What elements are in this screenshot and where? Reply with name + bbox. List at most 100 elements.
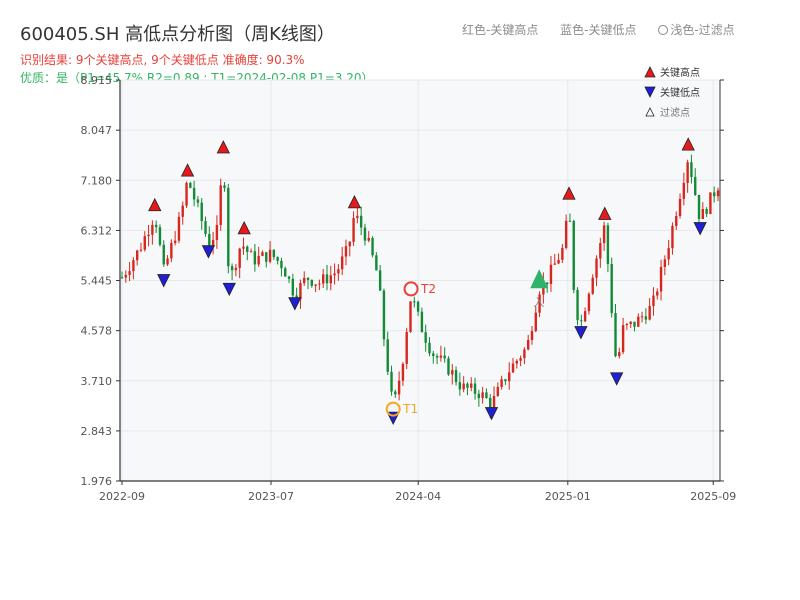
candle-body bbox=[576, 289, 579, 321]
candle-body bbox=[143, 236, 146, 250]
candle-body bbox=[367, 237, 370, 241]
candle-body bbox=[340, 256, 344, 270]
candle-body bbox=[154, 224, 158, 228]
candle-body bbox=[709, 192, 712, 214]
candle-body bbox=[272, 249, 276, 258]
candle-body bbox=[568, 220, 572, 222]
candle-body bbox=[504, 379, 507, 382]
key-high-marker bbox=[237, 221, 251, 235]
x-tick-label: 2025-09 bbox=[690, 490, 736, 503]
candle-body bbox=[564, 220, 568, 248]
candle-body bbox=[508, 372, 511, 382]
candle-body bbox=[291, 278, 295, 296]
candle-body bbox=[652, 295, 655, 307]
candle-body bbox=[500, 379, 503, 388]
candle-body bbox=[621, 325, 625, 353]
marker-circle bbox=[385, 401, 401, 417]
candle-body bbox=[675, 216, 678, 226]
key-low-marker bbox=[157, 274, 171, 288]
candle-body bbox=[325, 274, 329, 284]
y-tick-label: 8.047 bbox=[81, 124, 113, 137]
candle-body bbox=[268, 249, 272, 262]
y-tick-label: 2.843 bbox=[81, 425, 113, 438]
candle-body bbox=[618, 352, 621, 357]
key-low-marker bbox=[693, 222, 707, 236]
buy-point-label: 入 bbox=[533, 296, 544, 309]
candle-body bbox=[534, 312, 537, 332]
candle-body bbox=[310, 279, 314, 286]
candle-body bbox=[458, 382, 462, 390]
candle-body bbox=[318, 283, 321, 285]
candle-body bbox=[344, 246, 348, 257]
candle-body bbox=[602, 225, 606, 244]
candle-body bbox=[644, 316, 648, 320]
candle-body bbox=[610, 264, 613, 314]
legend-label: 过滤点 bbox=[660, 106, 690, 119]
candle-body bbox=[496, 387, 500, 396]
candle-body bbox=[265, 252, 268, 262]
candle-body bbox=[424, 332, 427, 343]
candle-body bbox=[192, 187, 196, 200]
candle-body bbox=[253, 251, 257, 265]
candle-body bbox=[511, 363, 515, 373]
candle-body bbox=[211, 239, 215, 246]
candle-body bbox=[614, 313, 617, 357]
candle-body bbox=[428, 342, 431, 354]
candle-body bbox=[637, 316, 640, 327]
candle-body bbox=[526, 339, 530, 350]
candle-body bbox=[470, 383, 473, 388]
x-tick-label: 2022-09 bbox=[99, 490, 145, 503]
candle-body bbox=[686, 162, 689, 183]
candle-body bbox=[443, 355, 446, 359]
candle-body bbox=[629, 321, 632, 325]
candle-body bbox=[287, 276, 291, 279]
candle-body bbox=[162, 244, 165, 265]
candle-body bbox=[599, 243, 602, 259]
candle-body bbox=[648, 306, 651, 320]
candle-body bbox=[352, 218, 355, 242]
candle-body bbox=[378, 270, 382, 291]
candle-body bbox=[561, 247, 564, 260]
candle-body bbox=[177, 216, 181, 241]
legend-filter-label: 浅色-过滤点 bbox=[670, 23, 735, 37]
candle-body bbox=[690, 162, 693, 177]
candle-body bbox=[386, 339, 389, 372]
chart-title: 600405.SH 高低点分析图（周K线图） bbox=[20, 24, 335, 45]
candle-body bbox=[485, 392, 488, 398]
candle-body bbox=[401, 363, 405, 381]
candle-body bbox=[200, 202, 203, 222]
candle-body bbox=[359, 215, 363, 228]
legend-filter-text: 浅色-过滤点 bbox=[658, 23, 735, 37]
candle-body bbox=[530, 331, 534, 340]
candle-body bbox=[173, 240, 177, 243]
candle-body bbox=[124, 274, 127, 278]
candle-body bbox=[466, 383, 469, 388]
candle-body bbox=[314, 284, 317, 286]
candle-body bbox=[185, 182, 188, 206]
candle-body bbox=[120, 277, 124, 279]
candle-body bbox=[671, 225, 674, 249]
candle-body bbox=[208, 234, 211, 246]
key-low-marker bbox=[201, 245, 216, 259]
candle-body bbox=[219, 185, 222, 225]
candle-body bbox=[158, 227, 162, 245]
candle-body bbox=[583, 311, 587, 322]
candle-body bbox=[382, 290, 386, 340]
candle-body bbox=[329, 275, 332, 284]
legend-swatch bbox=[645, 107, 655, 117]
candle-body bbox=[515, 360, 519, 364]
candle-body bbox=[553, 263, 556, 265]
candle-body bbox=[580, 320, 583, 322]
candle-body bbox=[625, 324, 629, 326]
key-high-marker bbox=[562, 186, 576, 200]
x-tick-label: 2024-04 bbox=[395, 490, 441, 503]
candle-body bbox=[234, 267, 238, 271]
candle-body bbox=[606, 225, 610, 265]
candle-body bbox=[595, 258, 598, 278]
candle-body bbox=[432, 353, 435, 357]
candle-body bbox=[481, 392, 484, 399]
legend-swatch bbox=[644, 66, 656, 78]
candle-body bbox=[523, 349, 526, 359]
x-tick-label: 2025-01 bbox=[545, 490, 591, 503]
